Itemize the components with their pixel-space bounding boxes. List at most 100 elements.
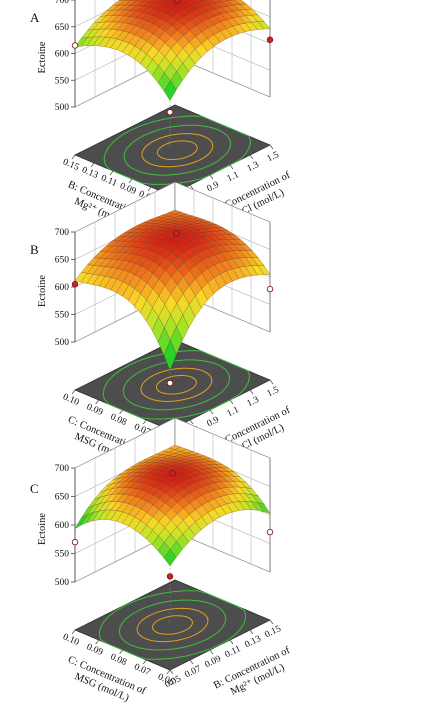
design-point — [266, 285, 274, 293]
y-tick-label: 0.08 — [109, 412, 128, 428]
contour-line — [156, 140, 198, 160]
z-axis-label: Ectoine — [37, 513, 48, 545]
z-tick-label: 650 — [55, 493, 70, 503]
x-tick — [189, 659, 194, 665]
surface-cell — [163, 339, 177, 372]
x-tick — [209, 409, 214, 415]
y-tick-label: 0.08 — [109, 652, 128, 668]
x-tick — [269, 619, 274, 625]
wall-gridline — [74, 209, 271, 260]
x-tick-label: 0.15 — [263, 624, 283, 640]
x-tick-label: 1.5 — [266, 150, 281, 164]
z-tick-label: 600 — [55, 50, 70, 60]
y-tick-label: 0.09 — [118, 181, 137, 197]
x-tick-label: 0.9 — [206, 415, 221, 429]
x-tick — [249, 154, 254, 160]
z-tick-label: 550 — [55, 311, 70, 321]
x-tick-label: 1.3 — [246, 395, 261, 409]
panel-letter-C: C — [30, 481, 39, 496]
z-axis-label: Ectoine — [37, 275, 48, 307]
design-point — [166, 109, 174, 116]
x-tick — [189, 419, 194, 425]
z-tick-label: 700 — [55, 0, 70, 6]
z-tick-label: 650 — [55, 256, 70, 266]
x-tick-label: 1.3 — [246, 160, 261, 174]
contour-line — [136, 607, 209, 643]
y-tick — [142, 659, 147, 665]
x-tick — [189, 184, 194, 190]
x-tick — [249, 389, 254, 395]
panel-letter-A: A — [30, 10, 40, 25]
surface-cell — [163, 80, 177, 101]
y-tick — [95, 399, 100, 405]
x-tick — [249, 629, 254, 635]
design-point — [166, 379, 174, 387]
y-tick-label: 0.13 — [80, 165, 99, 181]
contour-line — [155, 375, 197, 395]
x-tick-label: 0.11 — [224, 644, 243, 660]
design-point — [169, 470, 176, 477]
design-point — [166, 573, 174, 580]
x-tick — [269, 379, 274, 385]
y-tick — [166, 669, 171, 675]
z-tick-label: 600 — [55, 283, 70, 293]
y-tick — [95, 639, 100, 645]
panel-C: C500550600650700Ectoine0.050.070.090.110… — [30, 417, 292, 704]
design-point — [266, 36, 274, 43]
z-tick-label: 550 — [55, 76, 70, 86]
design-point — [173, 230, 180, 237]
x-tick — [169, 669, 174, 675]
x-tick-label: 1.5 — [266, 385, 281, 399]
z-tick-label: 500 — [55, 103, 70, 113]
contour-line — [118, 599, 227, 651]
y-tick — [128, 178, 133, 184]
y-tick-label: 0.15 — [61, 157, 80, 173]
design-point — [71, 538, 79, 546]
x-tick — [269, 144, 274, 150]
contour-line — [151, 615, 194, 635]
y-tick-label: 0.10 — [61, 392, 80, 408]
x-tick-label: 0.09 — [203, 654, 223, 670]
z-tick-label: 700 — [55, 228, 70, 238]
wall-gridline — [74, 181, 271, 233]
z-tick-label: 600 — [55, 521, 70, 531]
x-tick-label: 0.9 — [206, 180, 221, 194]
contour-line — [123, 124, 232, 176]
design-point — [71, 42, 79, 49]
y-tick-label: 0.11 — [99, 173, 118, 189]
z-tick-label: 700 — [55, 464, 70, 474]
x-tick — [229, 399, 234, 405]
x-tick-label: 0.13 — [243, 634, 263, 650]
y-tick — [71, 629, 76, 635]
surface-cell — [163, 549, 177, 567]
z-tick-label: 650 — [55, 23, 70, 33]
z-tick-label: 500 — [55, 578, 70, 588]
x-tick — [229, 639, 234, 645]
contour-line — [103, 115, 252, 185]
design-point — [174, 0, 181, 4]
y-tick — [119, 649, 123, 655]
y-tick-label: 0.09 — [85, 642, 104, 658]
y-tick-label: 0.10 — [61, 632, 80, 648]
y-tick — [90, 162, 95, 168]
x-tick — [209, 174, 214, 180]
y-tick — [119, 409, 123, 415]
y-tick — [142, 419, 147, 425]
x-tick-label: 1.1 — [226, 405, 241, 419]
design-point — [71, 281, 79, 288]
y-tick-label: 0.09 — [85, 402, 104, 418]
x-tick — [209, 649, 214, 655]
x-tick-label: 0.07 — [183, 664, 203, 680]
z-axis-label: Ectoine — [37, 41, 48, 73]
y-tick — [71, 154, 76, 160]
z-tick-label: 500 — [55, 338, 70, 348]
y-tick — [147, 186, 152, 192]
wall-gridline — [74, 417, 271, 469]
floor-plane — [74, 579, 271, 671]
y-tick — [71, 389, 76, 395]
x-tick — [229, 164, 234, 170]
design-point — [266, 528, 274, 536]
y-tick — [109, 170, 114, 176]
